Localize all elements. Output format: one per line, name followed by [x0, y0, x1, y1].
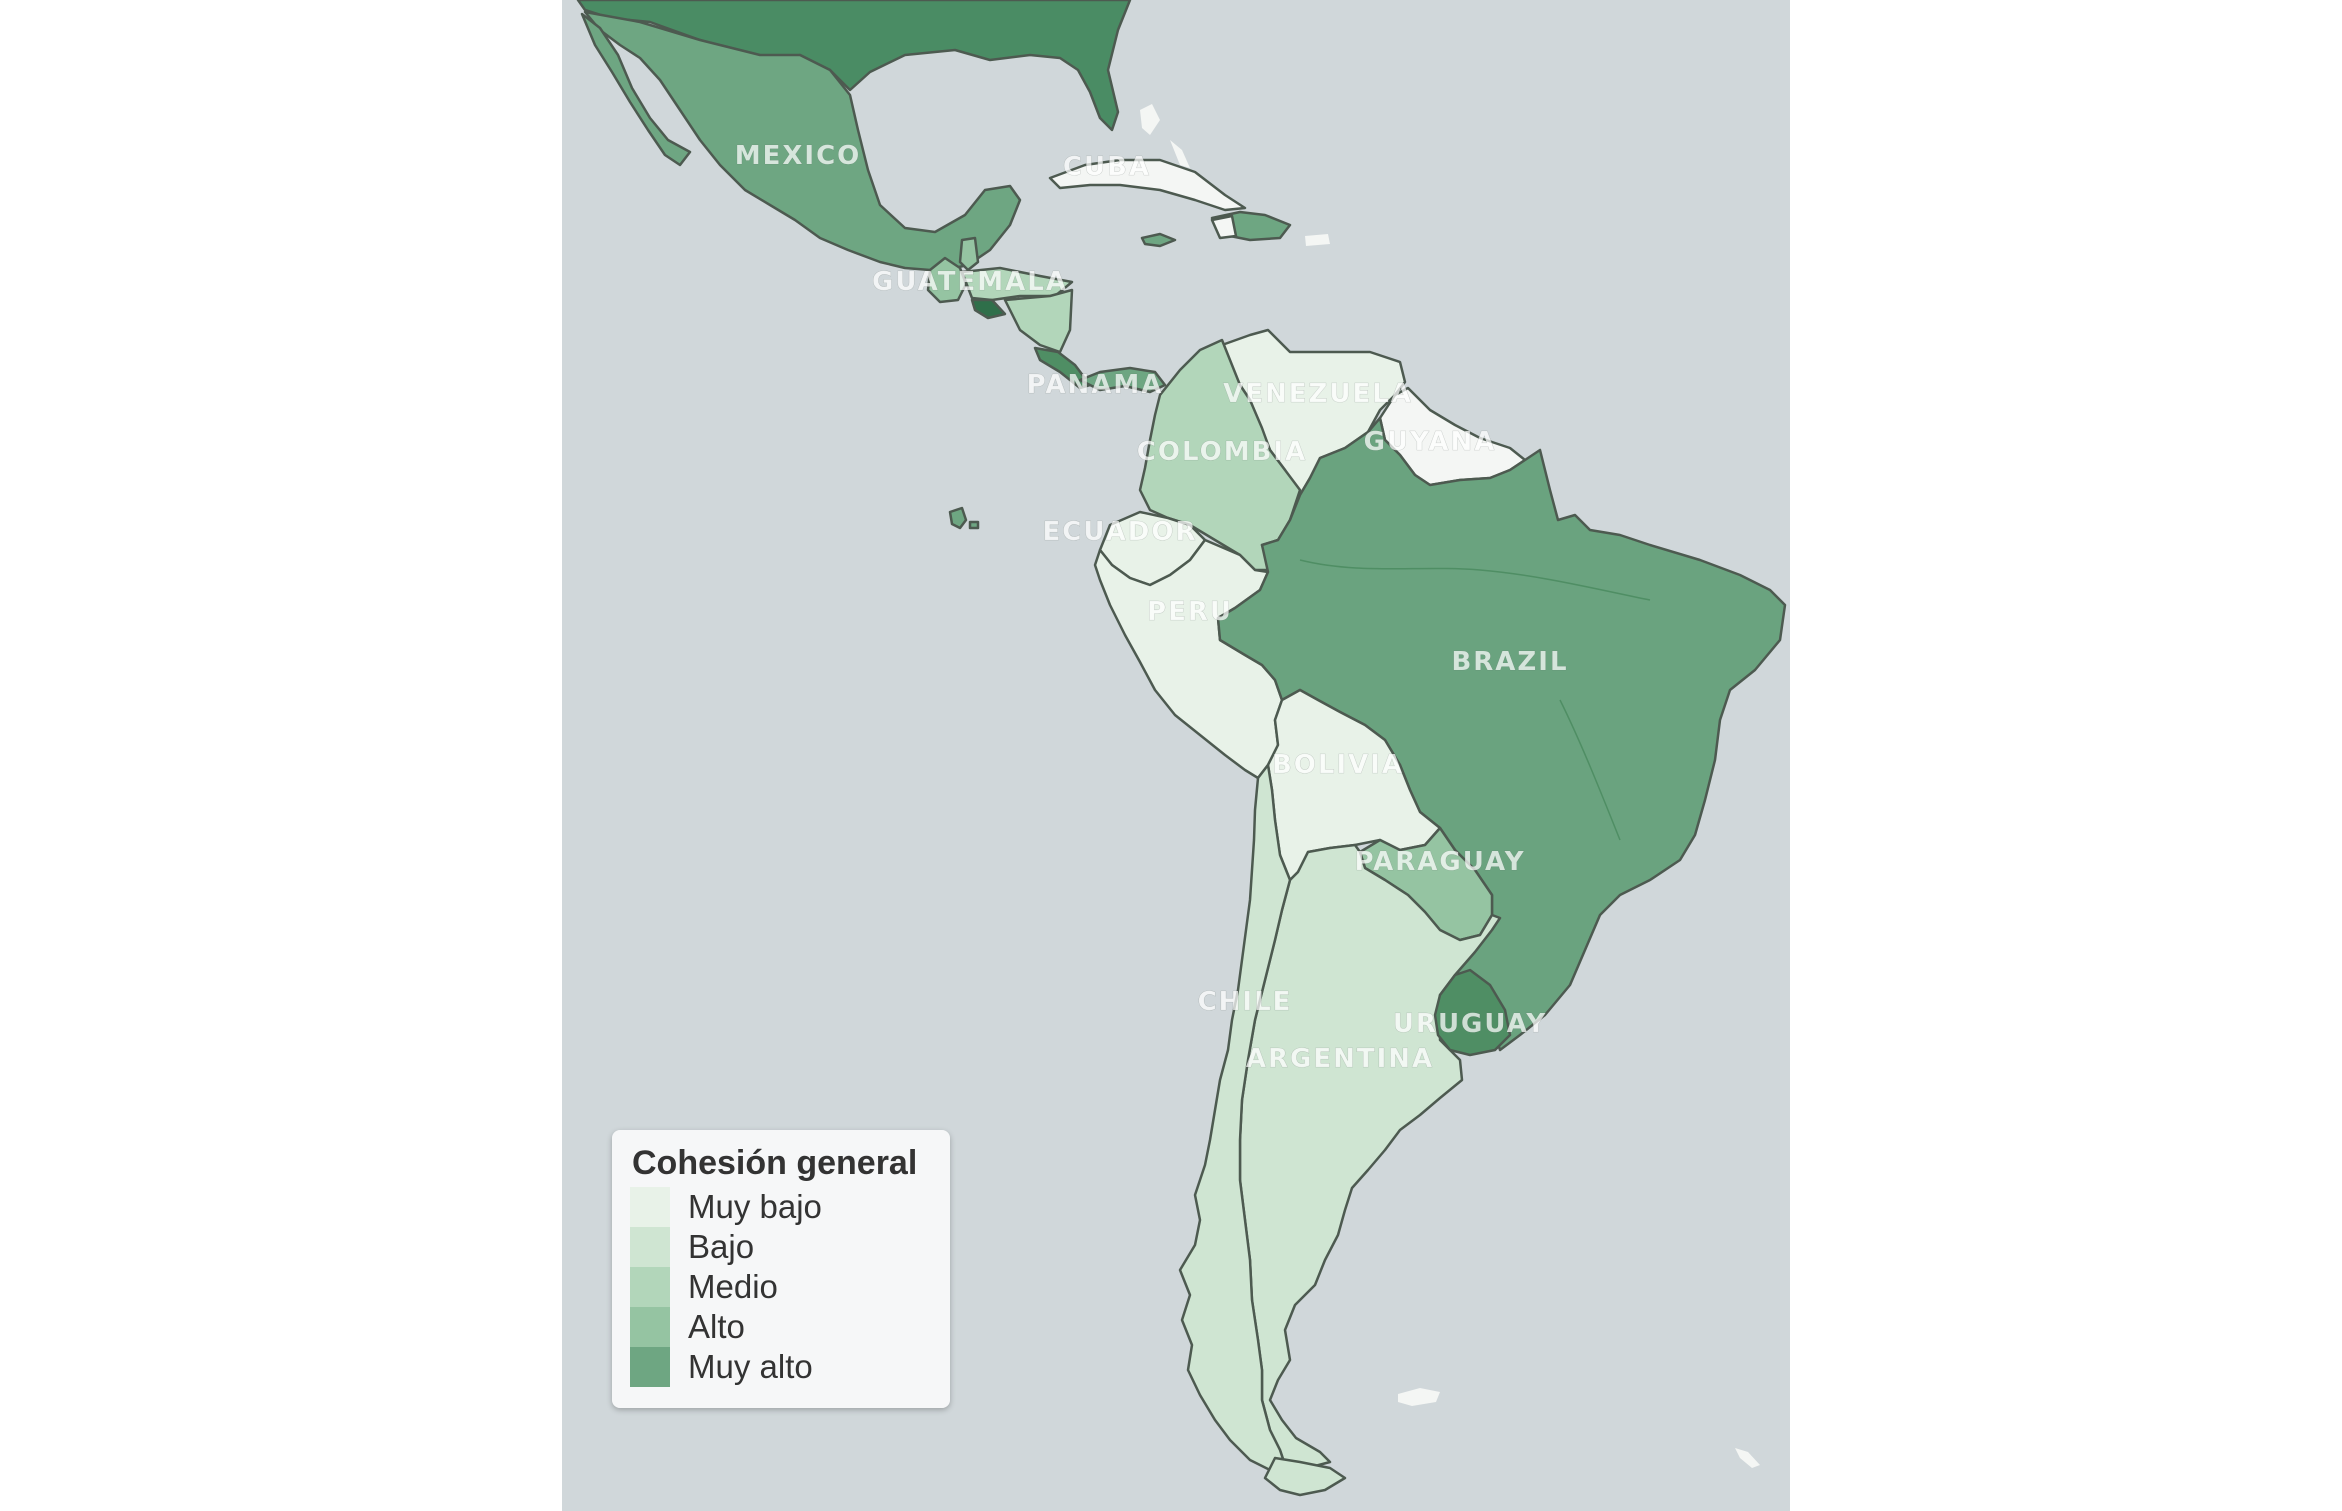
- label-argentina: ARGENTINA: [1246, 1044, 1434, 1074]
- label-chile: CHILE: [1198, 987, 1293, 1017]
- country-belize: [958, 236, 980, 272]
- label-mexico: MEXICO: [735, 141, 862, 171]
- country-mexico[interactable]: [583, 10, 1022, 272]
- brazil-river-2: [1559, 699, 1621, 841]
- island-south-georgia: [1735, 1448, 1760, 1468]
- legend-label: Muy bajo: [688, 1188, 822, 1225]
- country-uruguay[interactable]: [1433, 968, 1512, 1057]
- island-haiti: [1210, 214, 1238, 240]
- legend-item: Muy alto: [630, 1347, 932, 1387]
- country-guatemala[interactable]: [926, 256, 968, 304]
- island-falklands: [1398, 1388, 1440, 1406]
- label-venezuela: VENEZUELA: [1223, 379, 1413, 409]
- legend-label: Muy alto: [688, 1348, 813, 1385]
- country-el-salvador: [970, 298, 1007, 320]
- label-cuba: CUBA: [1063, 152, 1151, 182]
- label-bolivia: BOLIVIA: [1272, 750, 1404, 780]
- legend-item: Bajo: [630, 1227, 932, 1267]
- brazil-river: [1299, 559, 1651, 601]
- country-nicaragua: [1003, 288, 1074, 354]
- country-costa-rica: [1033, 346, 1092, 390]
- legend-item: Muy bajo: [630, 1187, 932, 1227]
- legend-swatch: [630, 1307, 670, 1347]
- island-puerto-rico: [1305, 234, 1330, 246]
- legend-label: Alto: [688, 1308, 745, 1345]
- label-brazil: BRAZIL: [1451, 647, 1568, 677]
- island-tierra-del-fuego: [1263, 1456, 1347, 1497]
- label-peru: PERU: [1147, 597, 1233, 627]
- label-panama: PANAMA: [1027, 370, 1164, 400]
- label-guyana: GUYANA: [1364, 427, 1497, 457]
- legend-swatch: [630, 1187, 670, 1227]
- island-galapagos-2: [968, 520, 980, 530]
- legend-item: Alto: [630, 1307, 932, 1347]
- label-paraguay: PARAGUAY: [1354, 847, 1525, 877]
- legend-label: Bajo: [688, 1228, 755, 1265]
- legend-swatch: [630, 1267, 670, 1307]
- label-colombia: COLOMBIA: [1137, 437, 1307, 467]
- legend-swatch: [630, 1227, 670, 1267]
- label-ecuador: ECUADOR: [1043, 517, 1198, 547]
- legend-item: Medio: [630, 1267, 932, 1307]
- country-chile[interactable]: [1178, 763, 1292, 1472]
- island-bahamas: [1140, 104, 1160, 135]
- label-guatemala: GUATEMALA: [872, 267, 1068, 297]
- country-cuba[interactable]: [1048, 158, 1247, 212]
- legend-label: Medio: [688, 1268, 778, 1305]
- country-mexico-baja: [580, 12, 692, 167]
- country-panama[interactable]: [1078, 366, 1167, 394]
- island-bahamas-2: [1170, 140, 1190, 168]
- label-uruguay: URUGUAY: [1393, 1009, 1547, 1039]
- legend-title: Cohesión general: [632, 1144, 918, 1182]
- legend-swatch: [630, 1347, 670, 1387]
- island-jamaica: [1140, 232, 1177, 248]
- island-galapagos: [948, 506, 968, 530]
- legend: Cohesión general Muy bajo Bajo Medio Alt…: [612, 1130, 950, 1408]
